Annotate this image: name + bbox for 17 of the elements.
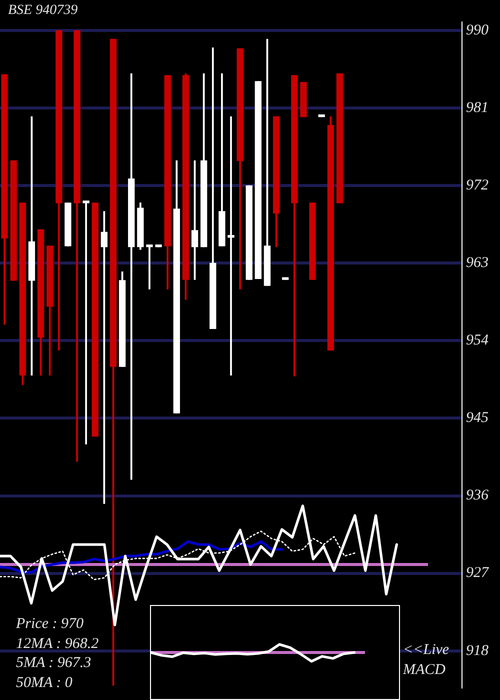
- y-tick-label: 990: [466, 22, 489, 39]
- annotation: 50MA : 0: [16, 674, 74, 692]
- y-tick-label: 936: [466, 488, 489, 504]
- y-tick-label: 918: [466, 642, 489, 659]
- candlestick: [100, 211, 108, 504]
- annotation: <<Live MACD: [403, 641, 450, 680]
- annotation: 5MA : 967.3: [16, 654, 92, 673]
- y-tick-label: 972: [466, 178, 489, 194]
- chart-title: BSE 940739: [8, 3, 78, 19]
- annotation: 12MA : 968.2: [16, 634, 99, 654]
- y-tick-label: 927: [466, 565, 490, 582]
- y-tick-label: 981: [466, 100, 488, 116]
- y-tick-label: 963: [466, 255, 488, 272]
- candlestick: [228, 116, 234, 376]
- y-tick-label: 954: [466, 332, 489, 349]
- y-tick-label: 945: [466, 410, 489, 426]
- annotation: Price : 970: [16, 615, 84, 634]
